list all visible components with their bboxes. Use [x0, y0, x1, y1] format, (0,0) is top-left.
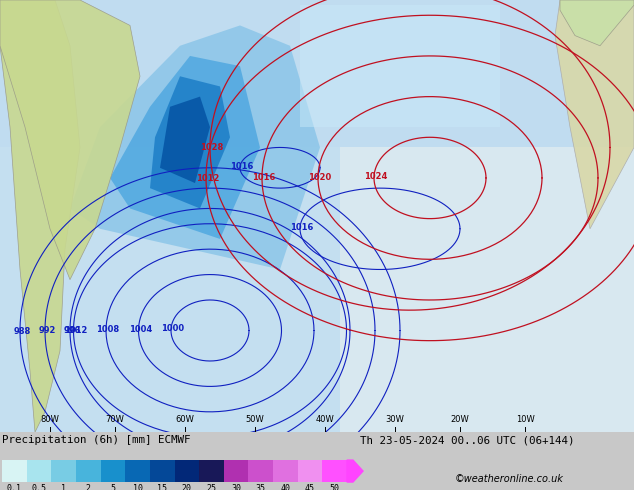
Text: 988: 988 [13, 326, 30, 336]
Bar [298, 460, 322, 482]
Text: 1: 1 [61, 484, 66, 490]
Text: 1000: 1000 [162, 324, 184, 333]
Text: 30W: 30W [385, 415, 404, 424]
Text: 60W: 60W [176, 415, 195, 424]
Text: 1004: 1004 [129, 325, 152, 334]
Bar [340, 0, 634, 432]
FancyArrow shape [347, 460, 363, 482]
Bar [27, 460, 51, 482]
Text: 50W: 50W [245, 415, 264, 424]
Text: Precipitation (6h) [mm] ECMWF: Precipitation (6h) [mm] ECMWF [2, 435, 190, 445]
Text: 45: 45 [305, 484, 315, 490]
Text: 2: 2 [86, 484, 91, 490]
Text: 1016: 1016 [252, 173, 276, 182]
Text: 80W: 80W [41, 415, 60, 424]
Text: 40: 40 [280, 484, 290, 490]
Text: ©weatheronline.co.uk: ©weatheronline.co.uk [455, 474, 564, 484]
Text: 40W: 40W [316, 415, 334, 424]
Bar [150, 460, 174, 482]
Bar [2, 460, 27, 482]
Text: 1012: 1012 [64, 326, 87, 335]
Bar [76, 460, 101, 482]
Text: 20: 20 [182, 484, 192, 490]
Text: 20W: 20W [451, 415, 469, 424]
Bar [174, 460, 199, 482]
Bar [0, 0, 634, 147]
Text: 1028: 1028 [200, 144, 224, 152]
Bar [101, 460, 125, 482]
Bar [300, 5, 500, 127]
Text: 5: 5 [110, 484, 115, 490]
Polygon shape [555, 0, 634, 229]
Text: 10W: 10W [515, 415, 534, 424]
Text: 1016: 1016 [230, 162, 254, 171]
Bar [125, 460, 150, 482]
Text: 1012: 1012 [197, 174, 220, 183]
Text: 70W: 70W [106, 415, 124, 424]
Text: 992: 992 [38, 326, 56, 335]
Polygon shape [70, 25, 320, 270]
Text: 15: 15 [157, 484, 167, 490]
Text: 1008: 1008 [96, 325, 120, 334]
Text: 1016: 1016 [290, 223, 314, 232]
Text: 0.5: 0.5 [32, 484, 46, 490]
Polygon shape [560, 0, 634, 46]
Text: 1024: 1024 [365, 172, 388, 181]
Polygon shape [110, 56, 260, 239]
Bar [273, 460, 298, 482]
Text: 30: 30 [231, 484, 241, 490]
Text: 10: 10 [133, 484, 143, 490]
Text: 0.1: 0.1 [7, 484, 22, 490]
Polygon shape [150, 76, 230, 208]
Bar [322, 460, 347, 482]
Polygon shape [0, 0, 140, 280]
Text: 996: 996 [63, 326, 81, 335]
Text: 25: 25 [207, 484, 216, 490]
Polygon shape [0, 0, 80, 432]
Bar [224, 460, 249, 482]
Polygon shape [160, 97, 210, 183]
Bar [249, 460, 273, 482]
Bar [51, 460, 76, 482]
Bar [199, 460, 224, 482]
Text: 1020: 1020 [308, 172, 332, 182]
Text: Th 23-05-2024 00..06 UTC (06+144): Th 23-05-2024 00..06 UTC (06+144) [360, 435, 574, 445]
Text: 50: 50 [330, 484, 340, 490]
Text: 35: 35 [256, 484, 266, 490]
